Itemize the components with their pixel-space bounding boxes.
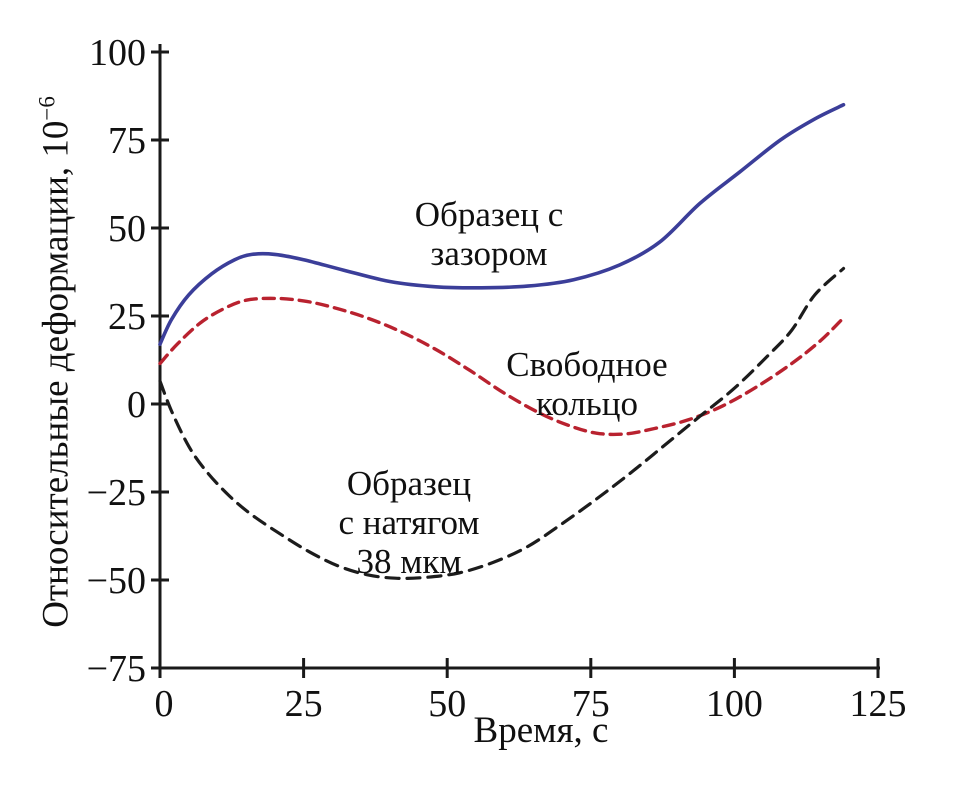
x-tick-label: 0	[155, 683, 174, 725]
y-axis-label-text: Относительные деформации, 10	[35, 120, 77, 628]
x-tick-label: 75	[572, 683, 610, 725]
x-tick-label: 100	[706, 683, 763, 725]
y-tick-label: 50	[108, 208, 146, 250]
x-tick-label: 50	[428, 683, 466, 725]
curve-free-ring	[158, 296, 846, 437]
y-tick-label: −75	[87, 648, 146, 690]
y-tick-label: 0	[127, 384, 146, 426]
annotation-free-ring: Свободное кольцо	[506, 345, 668, 424]
y-tick-label: −25	[87, 472, 146, 514]
curve-interference-sample	[158, 266, 846, 581]
y-axis-label-exponent: −6	[34, 96, 60, 121]
y-tick-label: 75	[108, 120, 146, 162]
x-axis-label: Время, с	[473, 710, 609, 751]
curve-gap-sample	[158, 103, 846, 346]
x-tick-label: 125	[850, 683, 907, 725]
annotation-gap-sample: Образец с зазором	[414, 195, 564, 274]
annotation-interference-sample: Образец с натягом 38 мкм	[338, 464, 480, 582]
y-axis-label: Относительные деформации, 10−6	[34, 96, 77, 628]
y-tick-label: −50	[87, 560, 146, 602]
y-tick-label: 100	[89, 32, 146, 74]
x-tick-label: 25	[285, 683, 323, 725]
y-tick-label: 25	[108, 296, 146, 338]
